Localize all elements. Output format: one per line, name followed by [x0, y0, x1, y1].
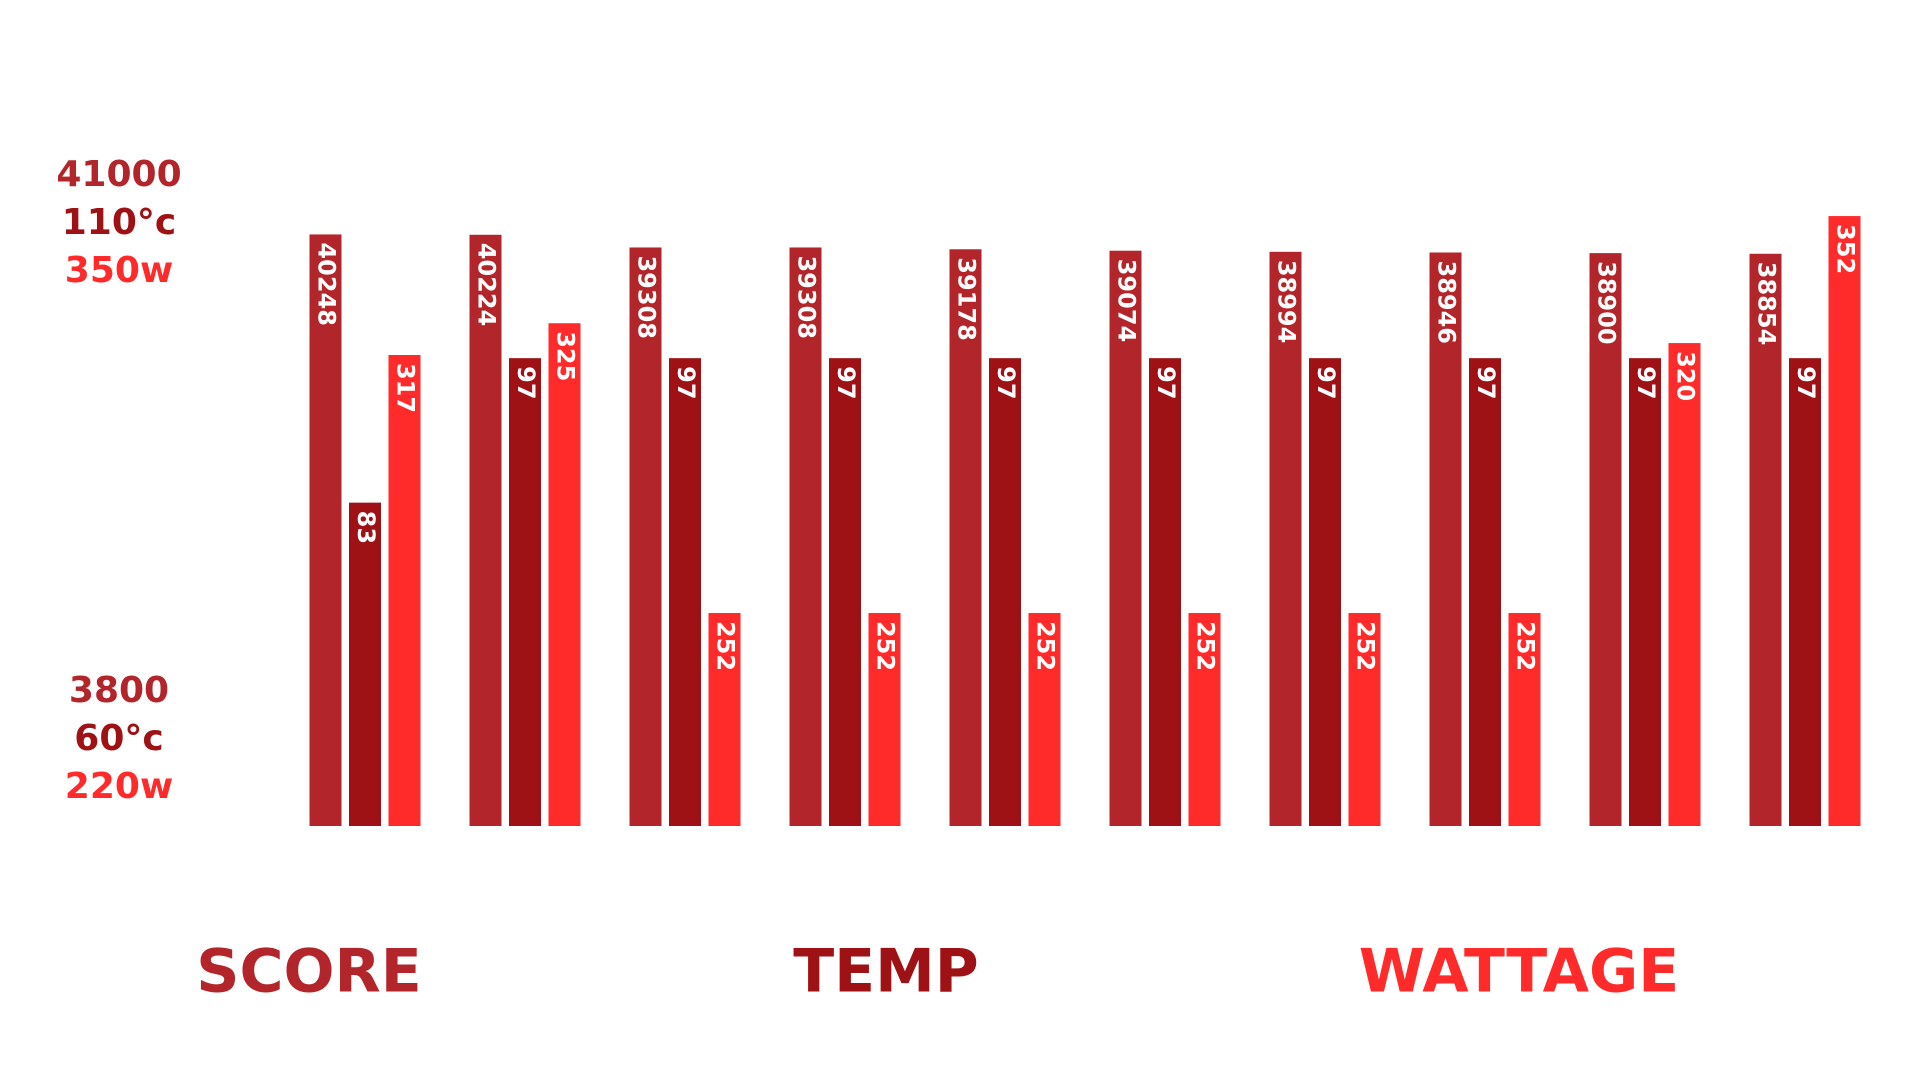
y-tick-label: 110°c: [62, 202, 177, 243]
value-label: 40248: [313, 242, 341, 326]
value-label: 39074: [1113, 259, 1141, 343]
bar: [1508, 612, 1541, 826]
bar: [1149, 358, 1181, 826]
value-label: 252: [1352, 621, 1380, 671]
bar: [1789, 358, 1821, 826]
y-tick-label: 41000: [56, 154, 181, 195]
value-label: 325: [552, 331, 580, 381]
bar: [1828, 216, 1861, 827]
value-label: 252: [1032, 621, 1060, 671]
value-label: 252: [872, 621, 900, 671]
value-label: 97: [1312, 366, 1340, 399]
value-label: 352: [1832, 224, 1860, 274]
value-label: 252: [1512, 621, 1540, 671]
bar: [989, 358, 1021, 826]
bar: [669, 358, 701, 826]
value-label: 38946: [1433, 260, 1461, 344]
bar: [548, 323, 581, 826]
legend-label: SCORE: [196, 937, 421, 1007]
value-label: 39308: [633, 255, 661, 338]
y-tick-label: 220w: [65, 766, 173, 807]
bar: [949, 249, 982, 827]
bar: [1188, 612, 1221, 826]
bar: [1469, 358, 1501, 826]
bar: [789, 247, 822, 827]
y-tick-label: 60°c: [74, 718, 163, 759]
value-label: 40224: [473, 243, 501, 326]
bar: [1429, 252, 1462, 826]
value-label: 38994: [1273, 260, 1301, 344]
value-label: 252: [1192, 621, 1220, 671]
bar: [1668, 343, 1701, 826]
value-label: 97: [1632, 366, 1660, 399]
bar: [309, 234, 342, 826]
bar: [1269, 251, 1302, 826]
bar: [629, 247, 662, 827]
value-label: 97: [1792, 366, 1820, 399]
value-label: 97: [1152, 366, 1180, 399]
bar: [1109, 250, 1142, 827]
value-label: 38854: [1753, 262, 1781, 346]
value-label: 97: [672, 366, 700, 399]
value-label: 39178: [953, 257, 981, 341]
value-label: 252: [712, 621, 740, 671]
bar: [1309, 358, 1341, 826]
y-tick-label: 3800: [69, 670, 169, 711]
value-label: 97: [992, 366, 1020, 399]
bar: [388, 354, 421, 826]
bar: [509, 358, 541, 826]
value-label: 97: [512, 366, 540, 399]
legend-label: WATTAGE: [1359, 937, 1680, 1007]
bar: [1629, 358, 1661, 826]
value-label: 39308: [793, 255, 821, 338]
bar: [708, 612, 741, 826]
value-label: 97: [832, 366, 860, 399]
bar: [829, 358, 861, 826]
value-label: 38900: [1593, 261, 1621, 345]
value-label: 83: [352, 511, 380, 544]
y-tick-label: 350w: [65, 250, 173, 291]
bar: [469, 234, 502, 827]
legend-label: TEMP: [793, 937, 979, 1007]
value-label: 97: [1472, 366, 1500, 399]
value-label: 317: [392, 363, 420, 413]
bar: [868, 612, 901, 826]
bar: [349, 502, 381, 826]
bar: [1348, 612, 1381, 826]
bar: [1589, 253, 1622, 826]
bar: [1749, 253, 1782, 826]
value-label: 320: [1672, 351, 1700, 401]
bar: [1028, 612, 1061, 826]
